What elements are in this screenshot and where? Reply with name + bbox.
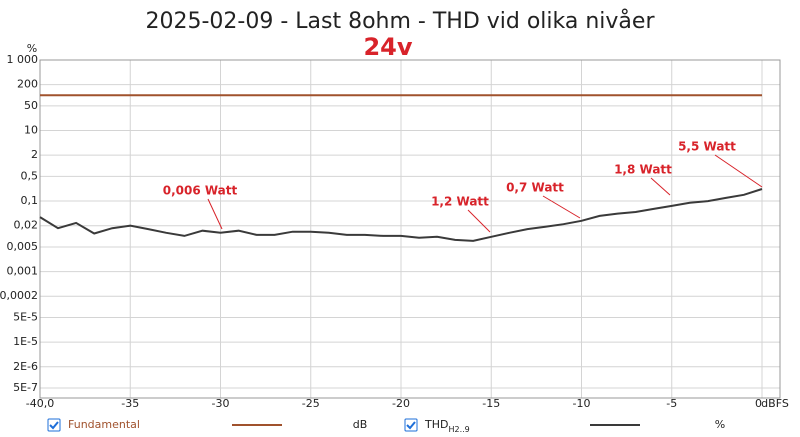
chart-subtitle: 24v [363, 33, 412, 61]
y-tick-label: 2 [31, 148, 38, 161]
series-line [39, 188, 763, 242]
y-tick-label: 0,005 [7, 240, 39, 253]
annotation: 1,2 Watt [431, 195, 489, 209]
plot-frame [39, 59, 781, 399]
x-tick-label: -10 [573, 397, 591, 410]
legend-label: Fundamental [68, 418, 140, 431]
y-axis-label: % [27, 42, 37, 55]
annotation: 0,006 Watt [163, 184, 238, 198]
legend-checkbox [404, 418, 418, 432]
legend-unit: % [715, 418, 725, 431]
legend-name: Fundamental [68, 418, 140, 431]
annotation: 1,8 Watt [614, 163, 672, 177]
y-tick-label: 5E-5 [13, 310, 38, 323]
y-tick-label: 5E-7 [13, 381, 38, 394]
y-tick-label: 10 [24, 124, 38, 137]
legend-check [406, 421, 416, 430]
x-axis-label: dBFS [761, 397, 789, 410]
x-tick-label: -5 [666, 397, 677, 410]
legend-label: THDH2..9 [424, 418, 470, 434]
y-tick-label: 2E-6 [13, 360, 38, 373]
annotation-arrow [650, 177, 671, 196]
y-tick-label: 1E-5 [13, 335, 38, 348]
annotation: 5,5 Watt [678, 140, 736, 154]
x-tick-label: -40,0 [26, 397, 54, 410]
legend-name: THD [424, 418, 448, 431]
x-tick-label: -15 [482, 397, 500, 410]
legend-check [49, 421, 59, 430]
legend-sub: H2..9 [448, 425, 469, 434]
chart-title: 2025-02-09 - Last 8ohm - THD vid olika n… [145, 8, 655, 34]
x-tick-label: -20 [392, 397, 410, 410]
x-tick-label: -25 [302, 397, 320, 410]
annotation-arrow [542, 195, 581, 219]
y-tick-label: 0,02 [14, 219, 39, 232]
annotation-arrow [207, 198, 223, 230]
y-tick-label: 0,1 [21, 194, 39, 207]
y-tick-label: 0,001 [7, 265, 39, 278]
x-tick-label: 0 [755, 397, 762, 410]
legend-unit: dB [353, 418, 368, 431]
legend-checkbox [47, 418, 61, 432]
annotation: 0,7 Watt [506, 181, 564, 195]
y-tick-label: 1 000 [7, 53, 39, 66]
y-tick-label: 200 [17, 78, 38, 91]
y-tick-label: 50 [24, 99, 38, 112]
y-tick-label: 0,5 [21, 169, 39, 182]
annotation-arrow [467, 209, 491, 233]
x-tick-label: -35 [121, 397, 139, 410]
x-tick-label: -30 [212, 397, 230, 410]
y-tick-label: 0,0002 [0, 289, 38, 302]
annotation-arrow [714, 154, 763, 188]
